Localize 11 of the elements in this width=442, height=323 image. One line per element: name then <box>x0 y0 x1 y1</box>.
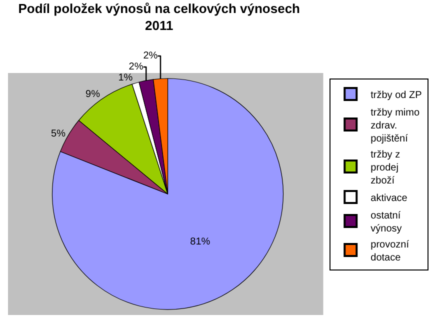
data-label: 2% <box>143 50 158 62</box>
legend-label: tržby z prodej zboží <box>370 149 400 186</box>
chart-title: Podíl položek výnosů na celkových výnosech 2011 <box>18 0 300 33</box>
data-label: 2% <box>128 62 144 73</box>
legend-label: provozní dotace <box>370 239 410 264</box>
legend-label: tržby od ZP <box>370 90 422 101</box>
data-label: 9% <box>86 89 100 100</box>
legend-label: aktivace <box>370 192 408 204</box>
data-label: 1% <box>118 72 133 84</box>
data-label: 5% <box>51 128 66 140</box>
data-label: 81% <box>190 236 210 248</box>
